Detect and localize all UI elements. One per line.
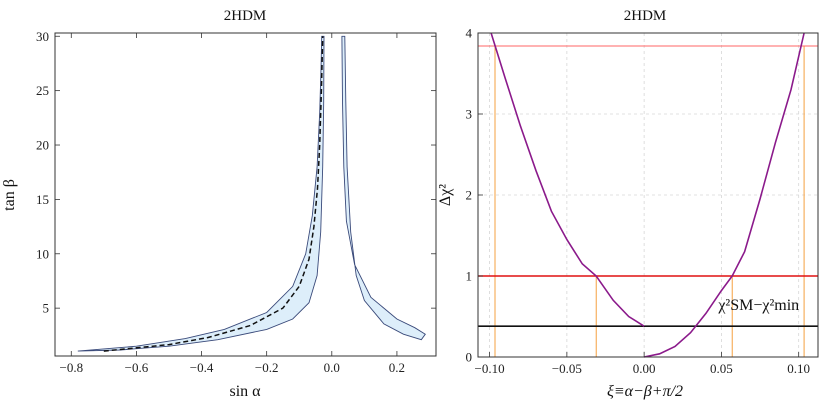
left-x-ticks: −0.8 −0.6 −0.4 −0.2 0.0 0.2	[59, 33, 405, 375]
left-x-tick-label: −0.4	[190, 360, 214, 375]
right-x-tick-label: 0.10	[787, 361, 810, 376]
left-y-tick-label: 30	[36, 29, 49, 44]
right-y-axis-label: Δχ²	[437, 184, 454, 206]
right-x-tick-label: 0.05	[710, 361, 733, 376]
right-y-tick-label: 1	[466, 269, 473, 284]
left-x-tick-label: 0.0	[324, 360, 340, 375]
left-x-tick-label: −0.2	[255, 360, 279, 375]
left-y-axis-label: tan β	[1, 179, 18, 211]
left-x-axis-label: sin α	[229, 383, 261, 400]
left-y-tick-label: 25	[36, 83, 49, 98]
left-x-tick-label: −0.6	[125, 360, 149, 375]
left-plot-area	[77, 35, 426, 352]
chi-square-annotation: χ²SM−χ²min	[717, 297, 799, 314]
left-y-tick-label: 10	[36, 246, 49, 261]
left-y-tick-label: 5	[43, 301, 50, 316]
left-panel: 2HDM −0.8 −0.6 −0.4 −0.2 0.0 0.2 51015202530 …	[1, 8, 437, 400]
left-y-ticks: 5 10 15 20 25 30	[36, 29, 436, 316]
left-x-tick-label: −0.8	[59, 360, 83, 375]
right-x-tick-label: −0.10	[475, 361, 505, 376]
right-y-tick-label: 0	[466, 350, 473, 365]
best-fit-dashed-curve	[103, 36, 324, 352]
left-x-tick-label: 0.2	[389, 360, 405, 375]
delta-chi2-curve-1	[490, 32, 645, 327]
right-y-tick-label: 4	[466, 26, 473, 41]
allowed-region-1	[77, 35, 325, 352]
left-y-tick-label: 15	[36, 192, 49, 207]
right-panel: 2HDM −0.10 −0.05 0.00 0.05 0.10 0 1 2 3 4 χ²SM−χ…	[437, 8, 819, 400]
left-chart-title: 2HDM	[224, 8, 267, 24]
right-y-tick-label: 3	[466, 107, 473, 122]
left-plot-frame	[54, 32, 437, 357]
right-x-axis-label: ξ≡α−β+π/2	[607, 383, 683, 400]
right-x-tick-label: 0.00	[633, 361, 656, 376]
right-y-ticks: 0 1 2 3 4	[466, 26, 483, 365]
right-y-tick-label: 2	[466, 188, 473, 203]
allowed-region-2	[341, 35, 426, 341]
right-x-tick-label: −0.05	[552, 361, 582, 376]
delta-chi2-curve-2	[643, 32, 805, 358]
right-plot-area	[478, 32, 818, 358]
right-x-ticks: −0.10 −0.05 0.00 0.05 0.10	[475, 352, 810, 376]
left-y-tick-label: 20	[36, 138, 49, 153]
right-chart-title: 2HDM	[624, 8, 667, 24]
